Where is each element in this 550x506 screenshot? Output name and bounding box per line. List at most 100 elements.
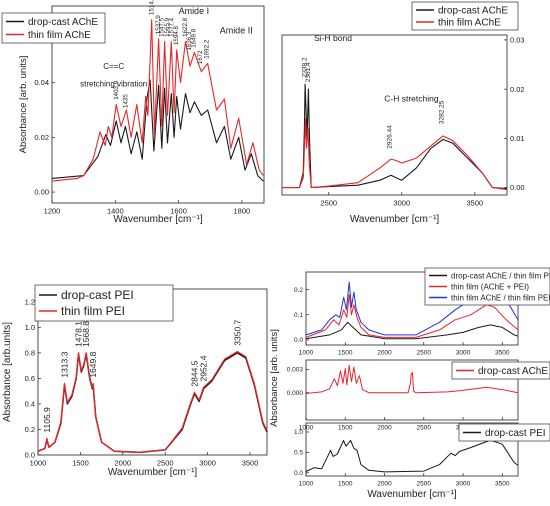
x-tick-label: 2000 [377,425,392,432]
x-tick-label: 2500 [157,459,174,468]
peak-label: 3282.25 [439,100,446,124]
peak-label: 1313.3 [60,351,70,377]
y-tick-label: 1.0 [25,323,35,332]
x-tick-label: 3500 [467,199,484,208]
x-tick-label: 3500 [495,350,510,357]
panel-a-series-red [51,19,264,182]
peak-label: 1636.3 [186,31,193,50]
x-tick-label: 1400 [107,207,124,216]
panel-c-series-black [37,352,268,454]
annotation-text: stretching vibration [80,80,147,89]
peak-label: 2844.5 [189,360,199,386]
panel-d-series-black [305,321,519,340]
legend-entry-label: drop-cast PEI [485,428,546,439]
y-axis-label: Absorbance [arb. units] [18,56,29,154]
panel-d-series-red [305,294,519,338]
legend-entry-label: thin film AChE [438,18,501,29]
panel-d-series-red [305,365,519,394]
x-tick-label: 3500 [495,481,510,488]
x-tick-label: 2500 [417,425,432,432]
panel-c-series-red [37,350,268,454]
y-tick-label: 0.003 [287,367,304,374]
panel-a-legend [1,12,106,44]
peak-label: 1672 [197,50,204,64]
y-axis-label: Absorbance [arb. units] [269,329,280,427]
panel-a-frame [51,5,265,204]
y-tick-label: 0.02 [34,133,49,142]
x-tick-label: 1500 [338,350,353,357]
panel-b-series-red [282,118,508,191]
y-tick-label: 0.6 [25,374,35,383]
peak-label: 1547.5 [158,17,165,36]
peak-label: 1692.2 [204,39,211,58]
x-tick-label: 1000 [299,350,314,357]
annotation-text: C==C [103,62,124,71]
x-axis-label: Wavenumber [cm⁻¹] [367,489,457,500]
y-tick-label: 0.1 [294,312,303,319]
y-axis-label: Absorbance [arb.units] [2,322,13,422]
x-tick-label: 3000 [456,481,471,488]
x-tick-label: 1200 [44,207,61,216]
panel-d-series-black [305,439,519,473]
x-tick-label: 1000 [299,481,314,488]
panel-d-subplot-frame [305,359,519,421]
x-axis-label: Wavenumber [cm⁻¹] [108,467,198,478]
y-tick-label: 0.4 [25,400,35,409]
peak-label: 1403.9 [113,80,120,99]
annotation-text: Amide I [179,6,210,16]
y-tick-label: 0.03 [510,36,525,45]
peak-label: 1565.9 [164,17,171,36]
x-tick-label: 1000 [30,459,47,468]
legend-entry-label: drop-cast PEI [61,288,134,302]
legend-entry-label: thin film AChE / thin film PEI [451,293,550,302]
y-tick-label: 0.00 [510,183,525,192]
legend-entry-label: thin film AChE [28,30,91,41]
x-axis-label: Wavenumber [cm⁻¹] [113,214,203,225]
peak-label: 1105.9 [42,407,52,433]
annotation-text: C-H stretching [384,93,439,103]
peak-label: 1537.9 [155,15,162,34]
peak-label: 2926.44 [386,125,393,149]
x-tick-label: 2500 [417,481,432,488]
x-axis-label: Wavenumber [cm⁻¹] [350,214,440,225]
legend-entry-label: thin film PEI [61,304,125,318]
y-tick-label: 0.02 [510,85,525,94]
x-tick-label: 2000 [377,481,392,488]
y-tick-label: 0.8 [25,348,35,357]
annotation-text: Si-H bond [314,33,352,43]
y-tick-label: 1.0 [294,429,303,436]
peak-label: 2952.4 [199,355,209,381]
peak-label: 1568.8 [81,321,91,347]
legend-entry-label: drop-cast AChE [28,17,98,28]
y-tick-label: 0.2 [294,287,303,294]
panel-c-legend [34,284,174,322]
x-tick-label: 3000 [393,199,410,208]
peak-label: 3350.7 [232,319,242,345]
panel-d-subplot-frame [305,271,519,346]
x-tick-label: 2500 [320,199,337,208]
peak-label: 1594.8 [173,26,180,45]
peak-label: 1622.8 [182,17,189,36]
y-tick-label: 1.2 [25,297,35,306]
x-tick-label: 3000 [199,459,216,468]
peak-label: 1514.8 [148,0,155,15]
legend-entry-label: drop-cast AChE [438,6,508,17]
x-tick-label: 3500 [242,459,259,468]
x-tick-label: 2000 [114,459,131,468]
y-tick-label: 0.000 [287,390,304,397]
peak-label: 2338.2 [301,57,308,77]
panel-d-legend-bottom [458,423,550,442]
legend-entry-label: thin film (AChE + PEI) [451,282,529,291]
panel-b-series-black [282,83,508,190]
panel-a-series-black [51,79,264,182]
y-tick-label: 0.04 [34,78,49,87]
y-tick-label: 0.0 [294,470,303,477]
y-tick-label: 0.0 [294,337,303,344]
x-tick-label: 3000 [456,350,471,357]
panel-b-legend [411,1,519,31]
x-tick-label: 1800 [234,207,251,216]
peak-label: 1478.1 [74,321,84,347]
x-tick-label: 1500 [72,459,89,468]
panel-d-subplot-frame [305,422,519,477]
